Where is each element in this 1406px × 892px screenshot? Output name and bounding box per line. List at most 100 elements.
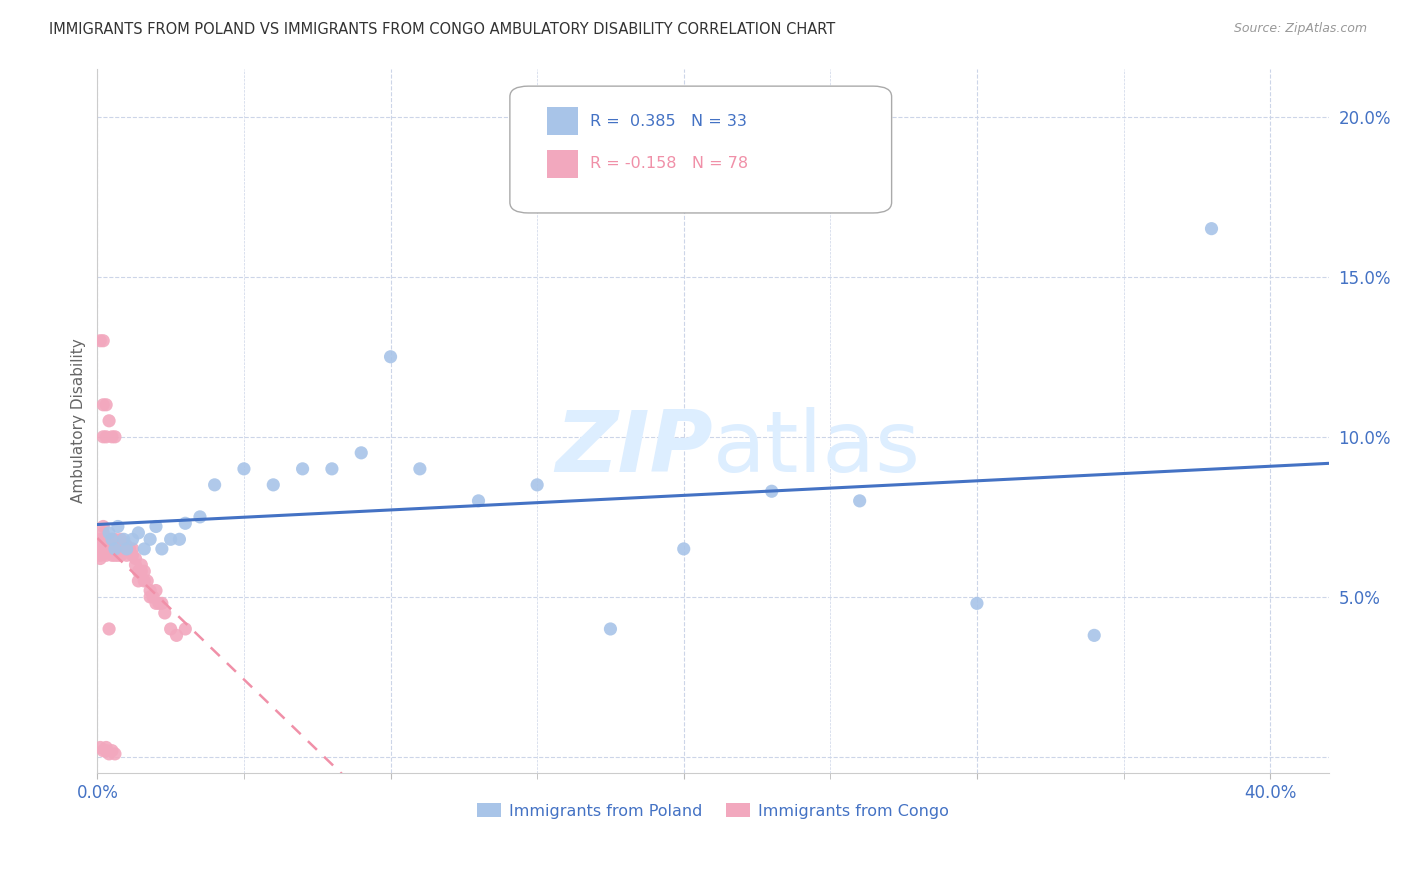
Point [115, 541, 138, 556]
Point [89, 541, 111, 556]
Point [150, 596, 173, 610]
Point [118, 545, 141, 559]
Point [145, 519, 167, 533]
Point [89, 541, 111, 556]
Point [124, 551, 146, 566]
Point [94, 430, 117, 444]
Point [101, 549, 124, 563]
Point [159, 622, 181, 636]
Text: R =  0.385   N = 33: R = 0.385 N = 33 [591, 114, 747, 128]
Point [134, 574, 156, 588]
Point [127, 525, 149, 540]
Point [98, 622, 121, 636]
Point [321, 462, 343, 476]
Text: IMMIGRANTS FROM POLAND VS IMMIGRANTS FROM CONGO AMBULATORY DISABILITY CORRELATIO: IMMIGRANTS FROM POLAND VS IMMIGRANTS FRO… [49, 22, 835, 37]
Point [467, 494, 489, 508]
Point [204, 478, 226, 492]
Point [101, 533, 124, 547]
Point [599, 622, 621, 636]
Point [139, 533, 162, 547]
Point [136, 574, 159, 588]
Point [262, 478, 284, 492]
Point [142, 590, 165, 604]
Point [104, 541, 127, 556]
Point [159, 533, 181, 547]
Point [174, 622, 197, 636]
Point [89, 541, 111, 556]
Point [94, 539, 117, 553]
Point [104, 549, 127, 563]
Point [145, 583, 167, 598]
Point [94, 541, 117, 556]
Point [94, 740, 117, 755]
Point [134, 541, 156, 556]
Point [131, 558, 153, 572]
Point [94, 533, 117, 547]
Point [169, 533, 191, 547]
Point [145, 596, 167, 610]
Point [107, 539, 129, 553]
Point [110, 533, 132, 547]
Point [89, 549, 111, 563]
Point [91, 398, 114, 412]
Point [104, 541, 127, 556]
Point [139, 590, 162, 604]
Point [104, 747, 127, 761]
Point [1201, 221, 1223, 235]
Point [115, 549, 138, 563]
Point [107, 519, 129, 533]
Point [121, 541, 143, 556]
Point [101, 535, 124, 549]
Point [761, 484, 783, 499]
Point [188, 509, 211, 524]
Point [112, 535, 135, 549]
Point [150, 541, 173, 556]
Point [89, 740, 111, 755]
Point [91, 334, 114, 348]
Point [115, 539, 138, 553]
Point [94, 541, 117, 556]
Point [107, 549, 129, 563]
Point [98, 533, 121, 547]
Text: atlas: atlas [713, 408, 921, 491]
Point [112, 533, 135, 547]
Point [124, 558, 146, 572]
Point [98, 545, 121, 559]
Point [291, 462, 314, 476]
Point [153, 606, 176, 620]
Point [1083, 628, 1105, 642]
Point [672, 541, 695, 556]
Point [89, 334, 111, 348]
Point [101, 541, 124, 556]
Point [91, 525, 114, 540]
Point [380, 350, 402, 364]
Point [115, 541, 138, 556]
Point [104, 533, 127, 547]
Point [848, 494, 870, 508]
Text: R = -0.158   N = 78: R = -0.158 N = 78 [591, 156, 748, 171]
Point [91, 519, 114, 533]
Point [409, 462, 432, 476]
Point [101, 541, 124, 556]
Point [104, 430, 127, 444]
Point [121, 533, 143, 547]
Point [127, 564, 149, 578]
Point [91, 541, 114, 556]
Text: ZIP: ZIP [555, 408, 713, 491]
Point [350, 446, 373, 460]
Point [101, 430, 124, 444]
Bar [547, 107, 578, 136]
Point [131, 564, 153, 578]
Point [148, 596, 170, 610]
Point [112, 541, 135, 556]
Point [91, 533, 114, 547]
Point [526, 478, 548, 492]
Point [98, 747, 121, 761]
Point [118, 541, 141, 556]
Point [94, 744, 117, 758]
Point [966, 596, 988, 610]
Legend: Immigrants from Poland, Immigrants from Congo: Immigrants from Poland, Immigrants from … [471, 797, 956, 825]
Point [110, 541, 132, 556]
Point [139, 583, 162, 598]
Point [166, 628, 188, 642]
